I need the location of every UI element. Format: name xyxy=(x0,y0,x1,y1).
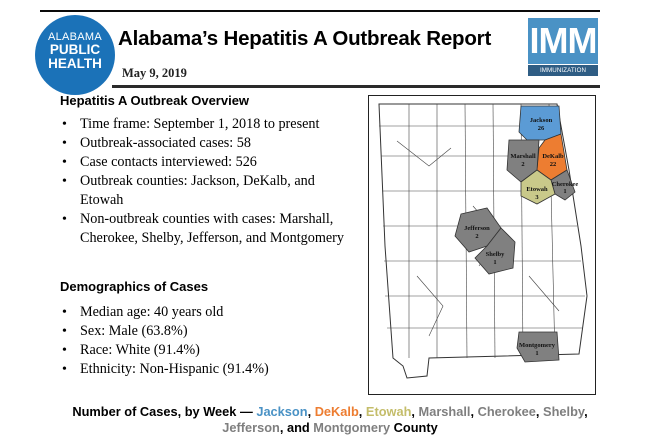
footer-marshall: Marshall xyxy=(418,404,471,419)
overview-item: Outbreak-associated cases: 58 xyxy=(60,134,365,153)
footer-dekalb: DeKalb xyxy=(314,404,359,419)
label-cherokee-name: Cherokee xyxy=(552,181,579,188)
report-date: May 9, 2019 xyxy=(122,66,187,80)
demographics-item: Sex: Male (63.8%) xyxy=(60,322,365,341)
footer-prefix: Number of Cases, by Week — xyxy=(72,404,257,419)
footer-etowah: Etowah xyxy=(365,404,412,419)
footer-jefferson: Jefferson xyxy=(222,420,280,435)
label-montgomery-name: Montgomery xyxy=(519,342,556,349)
footer-sep: , xyxy=(411,404,419,419)
label-dekalb-name: DeKalb xyxy=(542,153,564,160)
county-labels: Jackson 26 DeKalb 22 Marshall 2 Cherokee… xyxy=(464,117,578,357)
demographics-item: Median age: 40 years old xyxy=(60,303,365,322)
footer-sep: , xyxy=(584,404,588,419)
top-rule xyxy=(40,10,600,12)
overview-item: Non-outbreak counties with cases: Marsha… xyxy=(60,210,365,248)
alabama-county-map: Jackson 26 DeKalb 22 Marshall 2 Cherokee… xyxy=(368,95,596,395)
label-shelby-name: Shelby xyxy=(486,251,506,258)
overview-list: Time frame: September 1, 2018 to present… xyxy=(60,115,365,248)
label-etowah-name: Etowah xyxy=(526,186,548,193)
demographics-heading: Demographics of Cases xyxy=(60,279,209,294)
label-jefferson-cases: 2 xyxy=(475,233,478,240)
label-dekalb-cases: 22 xyxy=(550,161,557,168)
adph-logo: ALABAMA PUBLIC HEALTH xyxy=(35,15,115,95)
overview-item: Time frame: September 1, 2018 to present xyxy=(60,115,365,134)
title-rule xyxy=(112,85,600,88)
demographics-list: Median age: 40 years old Sex: Male (63.8… xyxy=(60,303,365,379)
label-marshall-cases: 2 xyxy=(521,161,524,168)
footer-sep: , xyxy=(535,404,544,419)
county-montgomery xyxy=(516,331,560,363)
label-shelby-cases: 1 xyxy=(493,259,496,266)
imm-division: IMMUNIZATION DIVISION xyxy=(528,65,598,85)
footer-sep: , xyxy=(307,404,315,419)
label-marshall-name: Marshall xyxy=(510,153,535,160)
demographics-item: Ethnicity: Non-Hispanic (91.4%) xyxy=(60,360,365,379)
logo-line-1: ALABAMA xyxy=(47,31,103,43)
footer-sep: , and xyxy=(279,420,314,435)
imm-logo: IMM IMMUNIZATION DIVISION xyxy=(528,18,598,85)
footer-suffix: County xyxy=(390,420,438,435)
overview-item: Case contacts interviewed: 526 xyxy=(60,153,365,172)
county-shelby xyxy=(474,227,516,275)
label-jackson-cases: 26 xyxy=(538,125,545,132)
label-jackson-name: Jackson xyxy=(530,117,553,124)
logo-line-3: HEALTH xyxy=(48,55,102,71)
overview-item: Outbreak counties: Jackson, DeKalb, and … xyxy=(60,172,350,210)
footer-jackson: Jackson xyxy=(256,404,308,419)
footer-shelby: Shelby xyxy=(543,404,585,419)
footer-montgomery: Montgomery xyxy=(313,420,391,435)
report-title: Alabama’s Hepatitis A Outbreak Report xyxy=(118,27,492,50)
map-svg: Jackson 26 DeKalb 22 Marshall 2 Cherokee… xyxy=(378,103,588,379)
logo-line-2: PUBLIC xyxy=(49,42,101,57)
demographics-item: Race: White (91.4%) xyxy=(60,341,365,360)
footer-sep: , xyxy=(470,404,478,419)
label-cherokee-cases: 1 xyxy=(563,188,566,195)
label-jefferson-name: Jefferson xyxy=(464,225,490,232)
overview-heading: Hepatitis A Outbreak Overview xyxy=(60,93,250,108)
label-etowah-cases: 3 xyxy=(535,194,539,201)
footer-sep: , xyxy=(358,404,366,419)
label-montgomery-cases: 1 xyxy=(535,350,538,357)
imm-acronym: IMM xyxy=(528,18,598,64)
footer-caption: Number of Cases, by Week — Jackson, DeKa… xyxy=(0,404,660,436)
county-etowah xyxy=(520,169,556,205)
footer-cherokee: Cherokee xyxy=(477,404,536,419)
